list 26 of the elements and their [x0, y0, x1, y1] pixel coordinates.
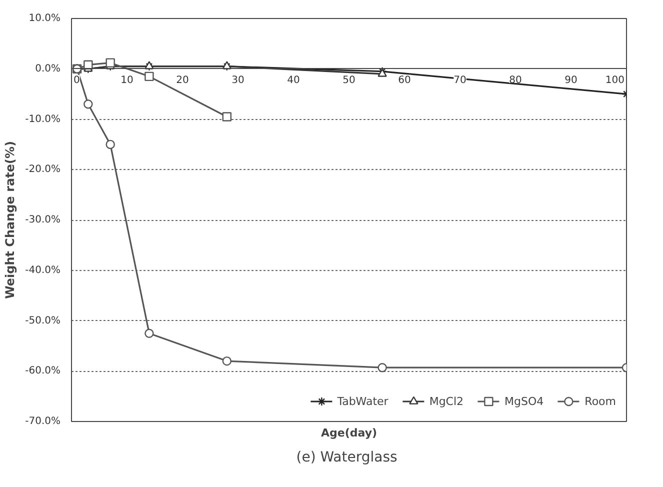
text: (e) Waterglass	[296, 450, 398, 466]
x-tick-label: 70	[454, 74, 466, 86]
y-tick-label: -50.0%	[25, 315, 61, 326]
y-tick-label: -70.0%	[25, 416, 61, 427]
y-tick-label: -40.0%	[25, 264, 61, 276]
legend-label: Room	[584, 394, 616, 408]
legend-label: MgSO4	[504, 394, 544, 408]
y-tick-label: -30.0%	[25, 214, 61, 226]
y-tick-label: -20.0%	[25, 164, 61, 176]
x-tick-label: 100	[605, 74, 625, 86]
y-axis-title: Weight Change rate(%)	[3, 141, 18, 299]
legend-label: MgCl2	[429, 394, 464, 408]
x-tick-label: 90	[564, 74, 578, 86]
y-tick-label: 10.0%	[28, 13, 61, 24]
legend-label: TabWater	[337, 394, 388, 408]
x-tick-label: 40	[287, 74, 300, 86]
x-tick-label: 0	[74, 74, 80, 86]
y-tick-label: 0.0%	[35, 63, 60, 74]
x-axis-title: Age(day)	[320, 426, 378, 440]
x-tick-label: 50	[342, 74, 356, 86]
x-tick-label: 10	[120, 74, 134, 86]
x-tick-label: 60	[398, 74, 411, 86]
x-tick-label: 20	[176, 74, 189, 86]
x-tick-label: 30	[232, 74, 244, 86]
y-tick-label: -10.0%	[25, 114, 61, 125]
y-tick-label: -60.0%	[25, 366, 61, 377]
